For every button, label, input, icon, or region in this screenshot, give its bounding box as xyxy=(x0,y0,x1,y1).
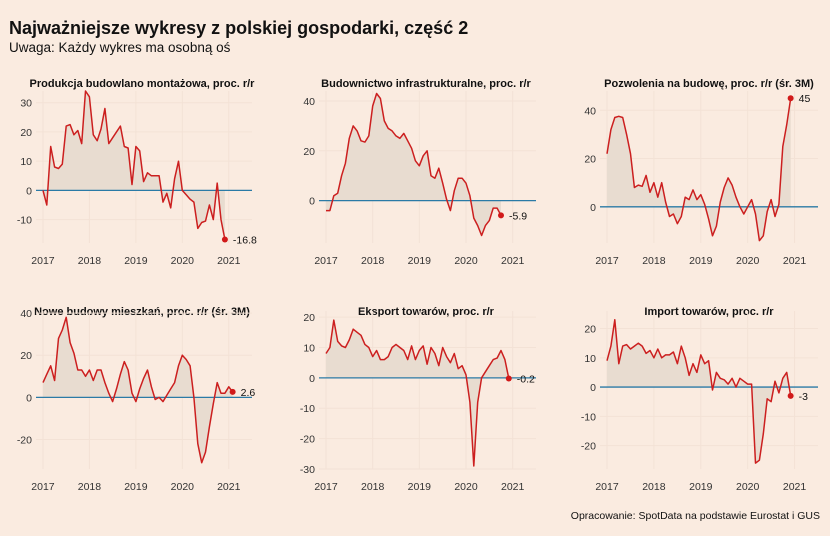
end-value-label: 45 xyxy=(799,93,811,105)
y-tick-label: 30 xyxy=(20,98,32,110)
series-area xyxy=(607,98,791,241)
series-area xyxy=(607,319,791,464)
x-tick-label: 2021 xyxy=(217,255,241,267)
x-tick-label: 2021 xyxy=(217,481,241,493)
y-tick-label: 40 xyxy=(303,96,315,108)
series-area xyxy=(326,320,509,466)
y-tick-label: -10 xyxy=(17,215,32,227)
y-tick-label: -20 xyxy=(581,441,596,453)
chart-panel-6: Import towarów, proc. r/r -20 -10 0 10 20 2017… xyxy=(581,306,818,493)
x-tick-label: 2019 xyxy=(124,481,148,493)
end-value-label: -3 xyxy=(799,391,808,403)
page-title: Najważniejsze wykresy z polskiej gospoda… xyxy=(9,18,469,38)
y-tick-label: 0 xyxy=(309,373,315,385)
x-tick-label: 2020 xyxy=(171,255,195,267)
y-tick-label: 0 xyxy=(26,392,32,404)
x-tick-label: 2019 xyxy=(408,481,432,493)
x-tick-label: 2019 xyxy=(689,481,713,493)
x-tick-label: 2020 xyxy=(736,481,760,493)
y-tick-label: 20 xyxy=(303,312,315,324)
y-tick-label: 10 xyxy=(303,342,315,354)
x-tick-label: 2017 xyxy=(31,255,55,267)
x-tick-label: 2021 xyxy=(783,255,807,267)
y-tick-label: -30 xyxy=(300,464,315,476)
x-tick-label: 2018 xyxy=(642,481,666,493)
end-point xyxy=(229,388,236,395)
y-tick-label: -10 xyxy=(581,411,596,423)
x-tick-label: 2021 xyxy=(501,481,525,493)
end-value-label: 2.6 xyxy=(241,387,256,399)
y-tick-label: 40 xyxy=(584,105,596,117)
chart-title: Import towarów, proc. r/r xyxy=(644,306,774,318)
series-line xyxy=(325,319,510,467)
end-value-label: -5.9 xyxy=(509,210,527,222)
series-line xyxy=(606,319,792,464)
end-point xyxy=(221,236,228,243)
x-tick-label: 2017 xyxy=(31,481,55,493)
end-point xyxy=(787,95,794,102)
x-tick-label: 2018 xyxy=(78,255,102,267)
chart-title: Produkcja budowlano montażowa, proc. r/r xyxy=(30,78,256,90)
y-tick-label: 20 xyxy=(584,154,596,166)
y-tick-label: 20 xyxy=(20,127,32,139)
series-area xyxy=(43,317,233,463)
x-tick-label: 2021 xyxy=(783,481,807,493)
chart-panel-3: Pozwolenia na budowę, proc. r/r (śr. 3M)… xyxy=(584,78,818,267)
end-point xyxy=(497,212,504,219)
y-tick-label: 20 xyxy=(20,350,32,362)
x-tick-label: 2019 xyxy=(408,255,432,267)
x-tick-label: 2018 xyxy=(78,481,102,493)
chart-title: Eksport towarów, proc. r/r xyxy=(358,306,495,318)
series-line xyxy=(606,98,792,242)
series-area xyxy=(326,93,501,236)
y-tick-label: 0 xyxy=(26,185,32,197)
x-tick-label: 2017 xyxy=(314,481,338,493)
end-value-label: -0.2 xyxy=(517,373,535,385)
y-tick-label: 0 xyxy=(590,382,596,394)
source-caption: Opracowanie: SpotData na podstawie Euros… xyxy=(570,510,820,522)
y-tick-label: 40 xyxy=(20,308,32,320)
y-tick-label: -20 xyxy=(300,434,315,446)
x-tick-label: 2018 xyxy=(361,481,385,493)
chart-panel-5: Eksport towarów, proc. r/r -30 -20 -10 0 10 20… xyxy=(300,306,536,493)
x-tick-label: 2020 xyxy=(454,481,478,493)
series-line xyxy=(42,316,234,464)
x-tick-label: 2018 xyxy=(642,255,666,267)
chart-panel-1: Produkcja budowlano montażowa, proc. r/r… xyxy=(17,78,257,267)
series-area xyxy=(43,91,225,240)
chart-title: Pozwolenia na budowę, proc. r/r (śr. 3M) xyxy=(604,78,814,90)
x-tick-label: 2018 xyxy=(361,255,385,267)
y-tick-label: -20 xyxy=(17,435,32,447)
x-tick-label: 2020 xyxy=(171,481,195,493)
series-line xyxy=(326,92,502,237)
y-tick-label: 0 xyxy=(590,202,596,214)
chart-title: Budownictwo infrastrukturalne, proc. r/r xyxy=(321,78,531,90)
y-tick-label: 20 xyxy=(584,324,596,336)
end-value-label: -16.8 xyxy=(233,234,257,246)
end-point xyxy=(787,392,794,399)
end-point xyxy=(505,375,512,382)
y-tick-label: 10 xyxy=(584,353,596,365)
page-subtitle: Uwaga: Każdy wykres ma osobną oś xyxy=(9,40,231,55)
y-tick-label: 0 xyxy=(309,196,315,208)
x-tick-label: 2017 xyxy=(314,255,338,267)
chart-panel-2: Budownictwo infrastrukturalne, proc. r/r… xyxy=(303,78,536,267)
chart-panel-4: Nowe budowy mieszkań, proc. r/r (śr. 3M)… xyxy=(17,306,256,493)
x-tick-label: 2020 xyxy=(736,255,760,267)
x-tick-label: 2020 xyxy=(454,255,478,267)
y-tick-label: 10 xyxy=(20,156,32,168)
x-tick-label: 2019 xyxy=(124,255,148,267)
series-line xyxy=(42,90,226,240)
x-tick-label: 2017 xyxy=(595,481,619,493)
y-tick-label: -10 xyxy=(300,403,315,415)
x-tick-label: 2017 xyxy=(595,255,619,267)
y-tick-label: 20 xyxy=(303,146,315,158)
chart-title: Nowe budowy mieszkań, proc. r/r (śr. 3M) xyxy=(34,306,250,318)
x-tick-label: 2019 xyxy=(689,255,713,267)
x-tick-label: 2021 xyxy=(501,255,525,267)
